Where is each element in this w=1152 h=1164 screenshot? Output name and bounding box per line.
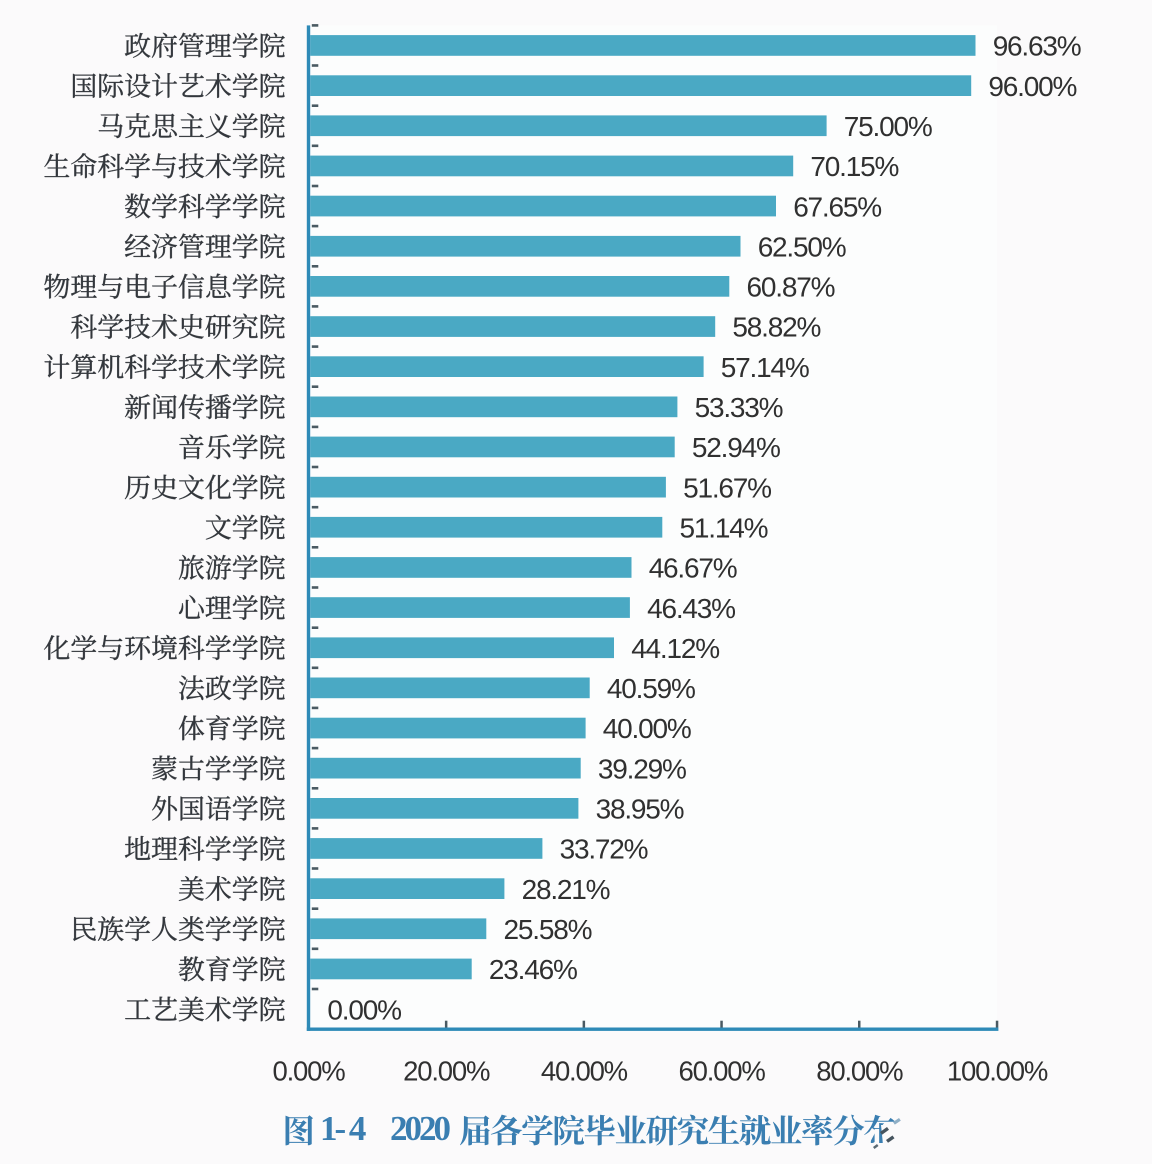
svg-text:75.00%: 75.00% bbox=[844, 111, 932, 142]
svg-text:80.00%: 80.00% bbox=[816, 1055, 903, 1086]
svg-text:2020: 2020 bbox=[390, 1109, 451, 1148]
svg-text:60.87%: 60.87% bbox=[747, 272, 835, 303]
svg-text:28.21%: 28.21% bbox=[522, 874, 610, 905]
svg-text:40.00%: 40.00% bbox=[603, 713, 691, 744]
svg-text:60.00%: 60.00% bbox=[679, 1055, 766, 1086]
svg-text:52.94%: 52.94% bbox=[692, 432, 780, 463]
svg-text:40.00%: 40.00% bbox=[541, 1055, 628, 1086]
svg-text:38.95%: 38.95% bbox=[596, 794, 684, 825]
svg-text:57.14%: 57.14% bbox=[721, 352, 809, 383]
svg-text:62.50%: 62.50% bbox=[758, 231, 846, 262]
svg-text:100.00%: 100.00% bbox=[947, 1055, 1048, 1086]
svg-text:46.43%: 46.43% bbox=[647, 593, 735, 624]
svg-text:0.00%: 0.00% bbox=[273, 1055, 346, 1086]
svg-text:44.12%: 44.12% bbox=[631, 633, 719, 664]
svg-text:67.65%: 67.65% bbox=[793, 191, 881, 222]
svg-text:33.72%: 33.72% bbox=[560, 834, 648, 865]
svg-text:46.67%: 46.67% bbox=[649, 553, 737, 584]
svg-text:39.29%: 39.29% bbox=[598, 753, 686, 784]
svg-text:1- 4: 1- 4 bbox=[320, 1109, 366, 1148]
svg-text:51.67%: 51.67% bbox=[683, 472, 771, 503]
svg-text:70.15%: 70.15% bbox=[810, 151, 898, 182]
svg-text:23.46%: 23.46% bbox=[489, 954, 577, 985]
svg-text:40.59%: 40.59% bbox=[607, 673, 695, 704]
svg-text:53.33%: 53.33% bbox=[695, 392, 783, 423]
svg-text:96.63%: 96.63% bbox=[993, 31, 1081, 62]
svg-text:20.00%: 20.00% bbox=[403, 1055, 490, 1086]
svg-text:25.58%: 25.58% bbox=[504, 914, 592, 945]
svg-text:0.00%: 0.00% bbox=[327, 994, 401, 1025]
svg-text:96.00%: 96.00% bbox=[988, 71, 1076, 102]
svg-text:58.82%: 58.82% bbox=[732, 312, 820, 343]
svg-text:51.14%: 51.14% bbox=[680, 513, 768, 544]
